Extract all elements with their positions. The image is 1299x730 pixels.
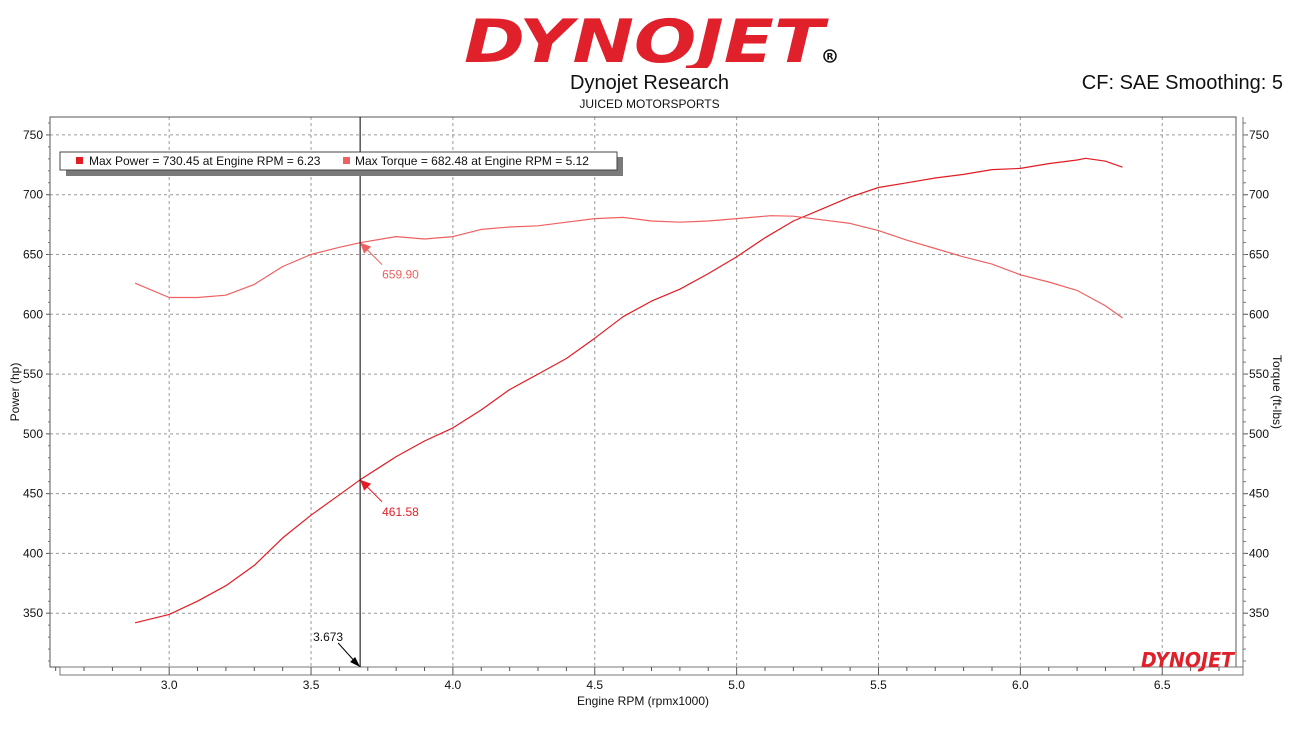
legend: Max Power = 730.45 at Engine RPM = 6.23 … (59, 151, 623, 176)
x-tick-label: 5.0 (728, 678, 745, 692)
registered-mark-glyph: R (827, 53, 834, 63)
x-tick-label: 3.0 (161, 678, 178, 692)
legend-torque-entry: Max Torque = 682.48 at Engine RPM = 5.12 (355, 154, 589, 168)
axis-ticks: 3.0 3.5 4.0 4.5 5.0 5.5 6.0 6.5 350 350 400 400 450 4… (23, 122, 1269, 692)
x-tick-label: 6.5 (1154, 678, 1171, 692)
y-axis-label-right: Torque (ft-lbs) (1270, 355, 1284, 429)
y-tick-label-left: 400 (23, 546, 43, 560)
y-tick-label-left: 500 (23, 427, 43, 441)
y-tick-label-left: 450 (23, 487, 43, 501)
y-tick-label-left: 750 (23, 128, 43, 142)
cursor-value-label: 3.673 (313, 630, 343, 644)
legend-torque-swatch (343, 157, 350, 164)
legend-box (59, 151, 618, 171)
x-axis-label: Engine RPM (rpmx1000) (577, 694, 709, 708)
legend-power-entry: Max Power = 730.45 at Engine RPM = 6.23 (89, 154, 321, 168)
annotation-layer: 3.673 461.58 659.90 (313, 117, 419, 667)
x-tick-label: 3.5 (303, 678, 320, 692)
correction-factor-text: CF: SAE Smoothing: 5 (1081, 72, 1283, 94)
torque-annotation-label: 659.90 (382, 268, 419, 282)
y-tick-label-right: 600 (1249, 307, 1269, 321)
series-layer (134, 157, 1123, 624)
dynojet-logo: DYNOJET R (464, 8, 837, 68)
legend-power-swatch (76, 157, 83, 164)
grid-lines (50, 117, 1236, 667)
y-tick-label-left: 700 (23, 188, 43, 202)
x-tick-label: 4.5 (586, 678, 603, 692)
y-axis-label-left: Power (hp) (8, 363, 22, 422)
y-tick-label-right: 550 (1249, 367, 1269, 381)
x-tick-label: 6.0 (1012, 678, 1029, 692)
y-tick-label-right: 750 (1249, 128, 1269, 142)
cursor-arrow-head (350, 657, 361, 667)
y-tick-label-left: 550 (23, 367, 43, 381)
y-tick-label-right: 400 (1249, 546, 1269, 560)
y-tick-label-right: 450 (1249, 487, 1269, 501)
dynojet-logo-text: DYNOJET (464, 8, 829, 68)
registered-mark-icon (823, 49, 837, 63)
power-annotation-arrow-head (360, 479, 372, 491)
y-tick-label-left: 650 (23, 248, 43, 262)
y-tick-label-left: 350 (23, 606, 43, 620)
watermark-logo: DYNOJET (1141, 648, 1235, 672)
y-tick-label-right: 500 (1249, 427, 1269, 441)
series-line-power (134, 157, 1123, 624)
y-tick-label-right: 650 (1249, 248, 1269, 262)
x-tick-label: 4.0 (445, 678, 462, 692)
power-annotation-label: 461.58 (382, 505, 419, 519)
y-tick-label-right: 350 (1249, 606, 1269, 620)
torque-annotation-arrow-head (360, 242, 372, 254)
series-line-torque (134, 215, 1123, 319)
shop-name: JUICED MOTORSPORTS (579, 97, 720, 111)
y-tick-label-right: 700 (1249, 188, 1269, 202)
report-title: Dynojet Research (570, 72, 729, 94)
y-tick-label-left: 600 (23, 307, 43, 321)
x-tick-label: 5.5 (870, 678, 887, 692)
